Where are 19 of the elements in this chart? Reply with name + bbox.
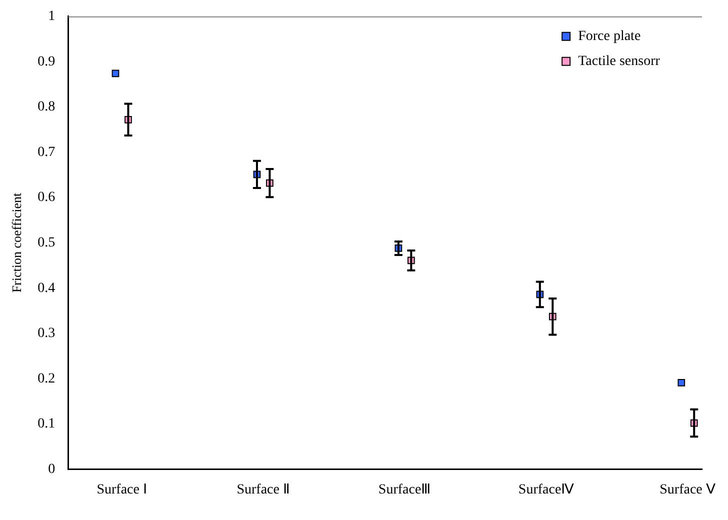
y-tick-label: 0.6 [38,190,56,206]
x-tick-label: SurfaceⅢ [378,482,432,498]
y-tick-label: 0.1 [38,416,56,432]
y-tick-label: 0.5 [38,235,56,250]
y-axis-title: Friction coefficient [9,192,24,293]
x-tick-label: SurfaceⅣ [518,482,574,498]
x-tick-label: Surface Ⅴ [660,482,716,498]
legend-label: Force plate [578,29,641,44]
y-tick-label: 0.4 [38,280,56,296]
y-tick-label: 0.2 [38,371,56,386]
y-tick-label: 0.8 [38,100,56,115]
y-tick-label: 1 [48,9,56,24]
legend-label: Tactile sensorr [578,54,660,70]
y-tick-label: 0 [48,462,56,477]
y-tick-label: 0.3 [38,326,56,342]
y-tick-label: 0.9 [38,54,56,70]
x-tick-label: Surface Ⅰ [96,482,147,498]
x-tick-label: Surface Ⅱ [236,482,290,498]
y-tick-label: 0.7 [38,144,56,160]
